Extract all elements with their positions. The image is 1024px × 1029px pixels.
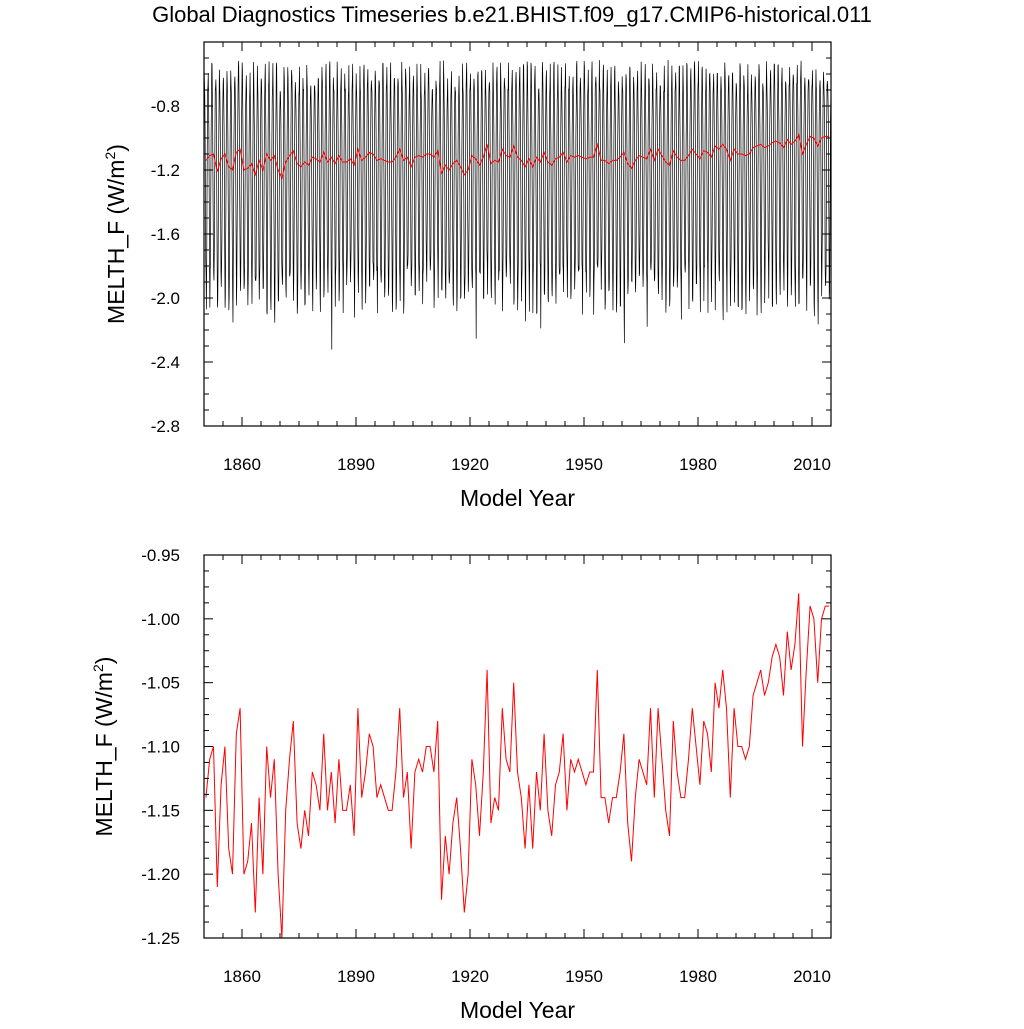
- y-axis-label-close: ): [103, 144, 129, 152]
- panel-2: 1860 1890 1920 1950 1980 2010 -1.25 -1.20 -1.15 -…: [90, 546, 832, 1023]
- x-tick-label: 1950: [565, 455, 603, 474]
- y-tick-label: -1.05: [141, 674, 180, 693]
- y-tick-label: -2.4: [151, 353, 180, 372]
- plot-frame: [203, 554, 832, 939]
- y-tick-label: -1.10: [141, 738, 180, 757]
- x-tick-label: 1860: [223, 967, 261, 986]
- y-axis-label-main: MELTH_F (W/m: [103, 160, 129, 324]
- y-axis-label-superscript: 2: [102, 152, 118, 160]
- x-axis-label: Model Year: [460, 485, 575, 511]
- y-axis-label-close: ): [91, 657, 117, 665]
- y-tick-label: -1.20: [141, 865, 180, 884]
- y-axis-label: MELTH_F (W/m2): [102, 144, 129, 324]
- panel-1: 1860 1890 1920 1950 1980 2010 -2.8 -2.4 -2.0 -1.6…: [102, 41, 832, 511]
- x-tick-label: 2010: [793, 967, 831, 986]
- x-tick-label: 1890: [337, 455, 375, 474]
- chart-title: Global Diagnostics Timeseries b.e21.BHIS…: [152, 2, 872, 27]
- y-axis-label-main: MELTH_F (W/m: [91, 672, 117, 836]
- plot-area: [205, 593, 830, 938]
- x-tick-label: 1890: [337, 967, 375, 986]
- y-tick-label: -0.8: [151, 97, 180, 116]
- annual-series-line: [205, 133, 830, 180]
- y-tick-label: -1.2: [151, 161, 180, 180]
- x-tick-label: 1980: [679, 967, 717, 986]
- y-tick-label: -1.15: [141, 801, 180, 820]
- y-tick-label: -1.6: [151, 225, 180, 244]
- y-tick-label: -2.0: [151, 289, 180, 308]
- y-tick-label: -0.95: [141, 546, 180, 565]
- x-axis-label: Model Year: [460, 997, 575, 1023]
- x-tick-label: 1920: [451, 967, 489, 986]
- x-tick-label: 1920: [451, 455, 489, 474]
- x-tick-label: 1860: [223, 455, 261, 474]
- y-tick-label: -1.25: [141, 929, 180, 948]
- plot-area: [204, 59, 831, 350]
- x-tick-label: 1980: [679, 455, 717, 474]
- monthly-series-line: [204, 59, 831, 350]
- y-tick-label: -2.8: [151, 417, 180, 436]
- annual-series-line: [205, 593, 830, 938]
- y-axis-label-superscript: 2: [90, 664, 106, 672]
- y-axis-label: MELTH_F (W/m2): [90, 657, 117, 837]
- y-tick-label: -1.00: [141, 610, 180, 629]
- x-tick-label: 2010: [793, 455, 831, 474]
- x-tick-label: 1950: [565, 967, 603, 986]
